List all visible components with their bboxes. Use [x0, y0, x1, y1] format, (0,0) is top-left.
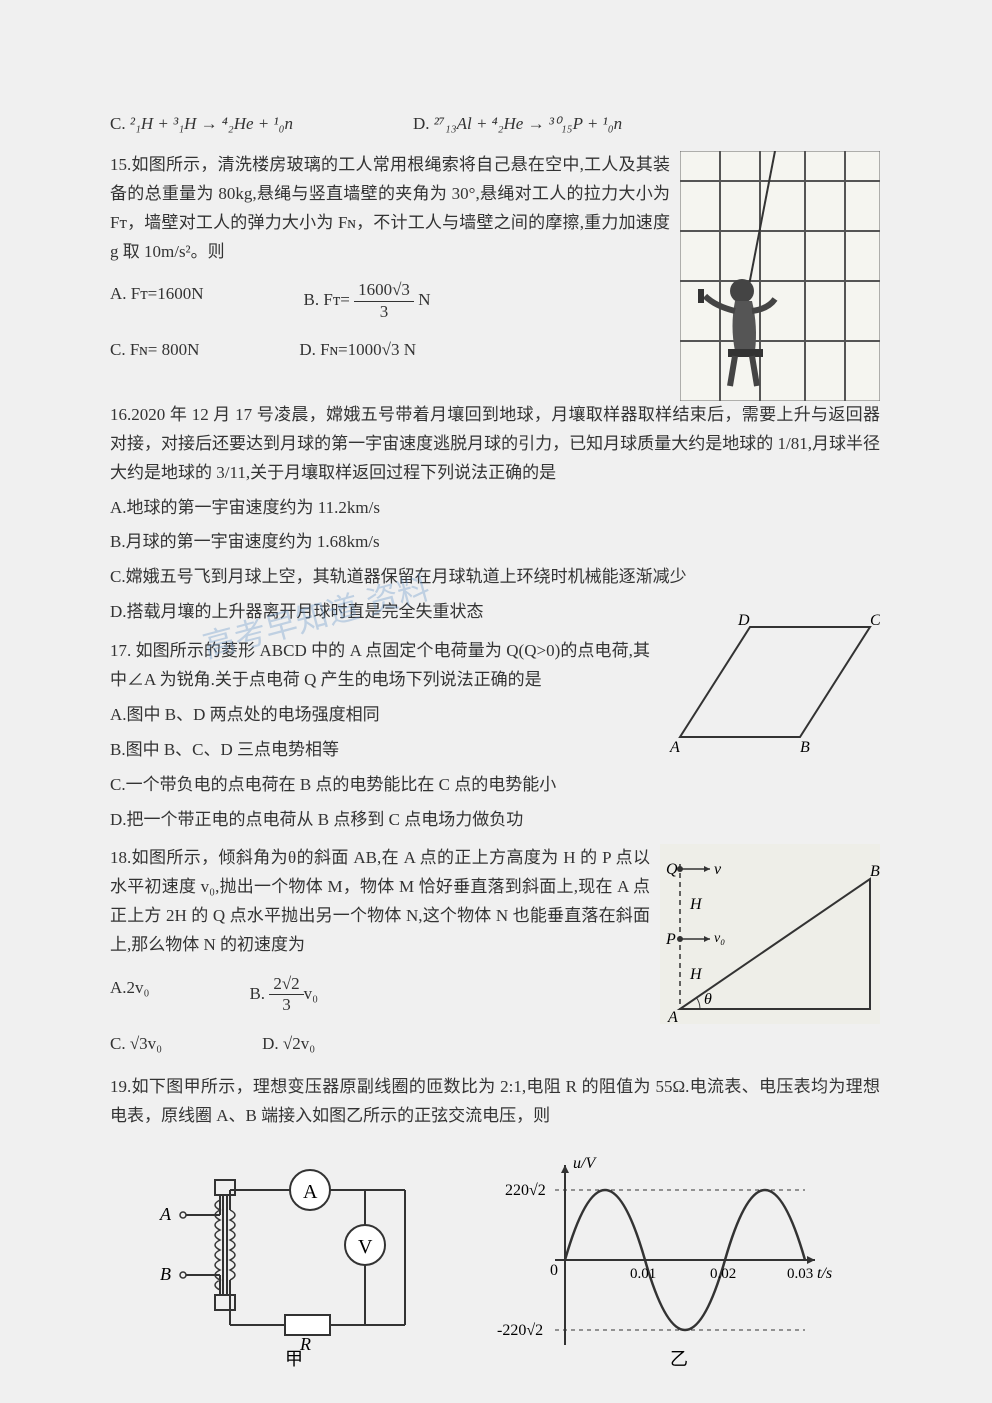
q16-optA: A.地球的第一宇宙速度约为 11.2km/s: [110, 494, 880, 523]
svg-text:0.02: 0.02: [710, 1266, 736, 1282]
svg-text:乙: 乙: [670, 1349, 688, 1369]
svg-text:t/s: t/s: [817, 1265, 832, 1282]
q18-opts-ab: A.2v₀ B. 2√23v₀: [110, 974, 650, 1016]
q17-figure: A B C D: [660, 607, 880, 757]
svg-text:A: A: [667, 1009, 678, 1024]
q14-optD: D. ²⁷₁₃Al + ⁴₂He → ³⁰₁₅P + ¹₀n: [413, 110, 622, 139]
svg-text:0: 0: [550, 1262, 558, 1279]
svg-text:B: B: [870, 863, 880, 880]
q15-optA: A. Fᴛ=1600N: [110, 280, 204, 322]
q15-opts-cd: C. Fɴ= 800N D. Fɴ=1000√3 N: [110, 336, 670, 365]
q16: 16.2020 年 12 月 17 号凌晨，嫦娥五号带着月壤回到地球，月壤取样器…: [110, 401, 880, 627]
q16-text: 16.2020 年 12 月 17 号凌晨，嫦娥五号带着月壤回到地球，月壤取样器…: [110, 401, 880, 488]
q19-figures: A B: [110, 1150, 880, 1370]
q15-optC: C. Fɴ= 800N: [110, 336, 199, 365]
svg-text:C: C: [870, 612, 880, 629]
svg-text:0.01: 0.01: [630, 1266, 656, 1282]
svg-text:B: B: [160, 1264, 171, 1284]
svg-text:A: A: [669, 739, 680, 756]
q18-opts-cd: C. √3v₀ D. √2v₀: [110, 1030, 880, 1059]
q19: 19.如下图甲所示，理想变压器原副线圈的匝数比为 2:1,电阻 R 的阻值为 5…: [110, 1073, 880, 1371]
q18-optC: C. √3v₀: [110, 1030, 162, 1059]
svg-text:-220√2: -220√2: [497, 1322, 543, 1339]
q17: A B C D 17. 如图所示的菱形 ABCD 中的 A 点固定个电荷量为 Q…: [110, 637, 880, 834]
svg-text:P: P: [665, 931, 676, 948]
q17-optC: C.一个带负电的点电荷在 B 点的电势能比在 C 点的电势能小: [110, 771, 880, 800]
svg-text:θ: θ: [704, 991, 712, 1008]
svg-text:B: B: [800, 739, 810, 756]
q15-figure: [680, 151, 880, 401]
svg-text:D: D: [737, 612, 750, 629]
q14-optC-formula: ²₁H + ³₁H → ⁴₂He + ¹₀n: [130, 114, 293, 133]
svg-text:A: A: [159, 1204, 172, 1224]
q16-optC: C.嫦娥五号飞到月球上空，其轨道器保留在月球轨道上环绕时机械能逐渐减少: [110, 563, 880, 592]
q18: Q v P v₀ H H A B θ 18.如图所示，倾斜角为θ的斜面 AB,在…: [110, 844, 880, 1058]
q14-optC-label: C.: [110, 114, 130, 133]
q18-optD: D. √2v₀: [262, 1030, 315, 1059]
q18-optB: B. 2√23v₀: [249, 974, 318, 1016]
q19-figure-graph: u/V 220√2 -220√2 0 0.01 0.02 0.03 t/s 乙: [495, 1150, 835, 1370]
q18-optA: A.2v₀: [110, 974, 149, 1016]
svg-text:Q: Q: [666, 861, 678, 878]
svg-text:220√2: 220√2: [505, 1182, 546, 1199]
q15-optB: B. Fᴛ= 1600√33 N: [304, 280, 431, 322]
q14-optD-formula: ²⁷₁₃Al + ⁴₂He → ³⁰₁₅P + ¹₀n: [434, 114, 622, 133]
svg-text:H: H: [689, 966, 703, 983]
q15-optD: D. Fɴ=1000√3 N: [299, 336, 416, 365]
q19-text: 19.如下图甲所示，理想变压器原副线圈的匝数比为 2:1,电阻 R 的阻值为 5…: [110, 1073, 880, 1131]
q18-figure: Q v P v₀ H H A B θ: [660, 844, 880, 1024]
svg-text:V: V: [358, 1236, 373, 1258]
q14-options: C. ²₁H + ³₁H → ⁴₂He + ¹₀n D. ²⁷₁₃Al + ⁴₂…: [110, 110, 880, 139]
q17-optD: D.把一个带正电的点电荷从 B 点移到 C 点电场力做负功: [110, 806, 880, 835]
svg-text:v₀: v₀: [714, 931, 725, 946]
svg-text:甲: 甲: [285, 1349, 303, 1369]
q15: 15.如图所示，清洗楼房玻璃的工人常用根绳索将自己悬在空中,工人及其装备的总重量…: [110, 151, 880, 365]
q19-figure-circuit: A B: [155, 1150, 435, 1370]
svg-text:0.03: 0.03: [787, 1266, 813, 1282]
svg-text:A: A: [303, 1181, 318, 1203]
svg-text:u/V: u/V: [573, 1155, 597, 1172]
q14-optC: C. ²₁H + ³₁H → ⁴₂He + ¹₀n: [110, 110, 293, 139]
q15-opts-ab: A. Fᴛ=1600N B. Fᴛ= 1600√33 N: [110, 280, 670, 322]
svg-text:H: H: [689, 896, 703, 913]
q16-optB: B.月球的第一宇宙速度约为 1.68km/s: [110, 528, 880, 557]
q14-optD-label: D.: [413, 114, 434, 133]
svg-text:v: v: [714, 861, 722, 878]
